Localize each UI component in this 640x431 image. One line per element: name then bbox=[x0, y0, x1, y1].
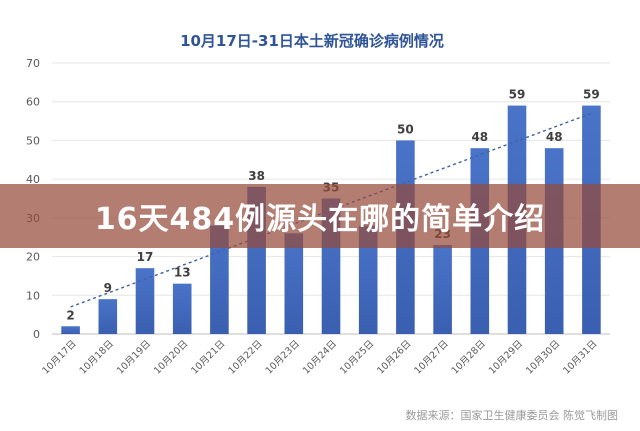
x-tick-label: 10月18日 bbox=[78, 338, 116, 376]
bar bbox=[172, 283, 192, 334]
y-tick-label: 50 bbox=[26, 134, 40, 147]
x-tick-label: 10月17日 bbox=[40, 338, 78, 376]
y-tick-label: 0 bbox=[33, 328, 40, 341]
data-label: 48 bbox=[471, 130, 488, 144]
bar bbox=[358, 225, 378, 334]
bar bbox=[61, 326, 80, 334]
y-tick-label: 10 bbox=[26, 289, 40, 302]
x-tick-label: 10月26日 bbox=[375, 338, 413, 376]
x-tick-label: 10月30日 bbox=[524, 338, 562, 376]
data-label: 59 bbox=[583, 88, 600, 102]
bar bbox=[98, 299, 118, 334]
chart-title: 10月17日-31日本土新冠确诊病例情况 bbox=[180, 32, 444, 50]
source-note: 数据来源：国家卫生健康委员会 陈觉飞制图 bbox=[405, 409, 619, 422]
data-label: 9 bbox=[104, 281, 112, 295]
x-tick-label: 10月22日 bbox=[226, 338, 264, 376]
x-tick-label: 10月29日 bbox=[487, 338, 525, 376]
x-tick-label: 10月21日 bbox=[189, 338, 227, 376]
x-tick-label: 10月31日 bbox=[561, 338, 599, 376]
bar bbox=[135, 268, 155, 334]
x-tick-label: 10月27日 bbox=[412, 338, 450, 376]
data-label: 50 bbox=[397, 122, 414, 136]
bar bbox=[433, 244, 452, 334]
x-tick-label: 10月23日 bbox=[264, 338, 302, 376]
x-tick-label: 10月24日 bbox=[301, 338, 339, 376]
x-tick-label: 10月19日 bbox=[115, 338, 153, 376]
data-label: 17 bbox=[137, 250, 154, 264]
data-label: 2 bbox=[66, 308, 74, 322]
data-label: 59 bbox=[509, 88, 526, 102]
overlay-banner: 16天484例源头在哪的简单介绍 bbox=[0, 184, 640, 248]
y-tick-label: 40 bbox=[26, 173, 40, 186]
data-label: 38 bbox=[248, 169, 265, 183]
x-tick-label: 10月28日 bbox=[450, 338, 488, 376]
x-tick-label: 10月25日 bbox=[338, 338, 376, 376]
banner-title: 16天484例源头在哪的简单介绍 bbox=[94, 202, 546, 237]
y-tick-label: 70 bbox=[26, 57, 40, 70]
x-tick-label: 10月20日 bbox=[152, 338, 190, 376]
bar bbox=[210, 225, 229, 334]
y-tick-label: 60 bbox=[26, 96, 40, 109]
data-label: 13 bbox=[174, 266, 191, 280]
bar bbox=[284, 233, 304, 334]
x-axis-ticks: 10月17日10月18日10月19日10月20日10月21日10月22日10月2… bbox=[40, 338, 599, 376]
y-tick-label: 20 bbox=[26, 251, 40, 264]
data-label: 48 bbox=[546, 130, 563, 144]
